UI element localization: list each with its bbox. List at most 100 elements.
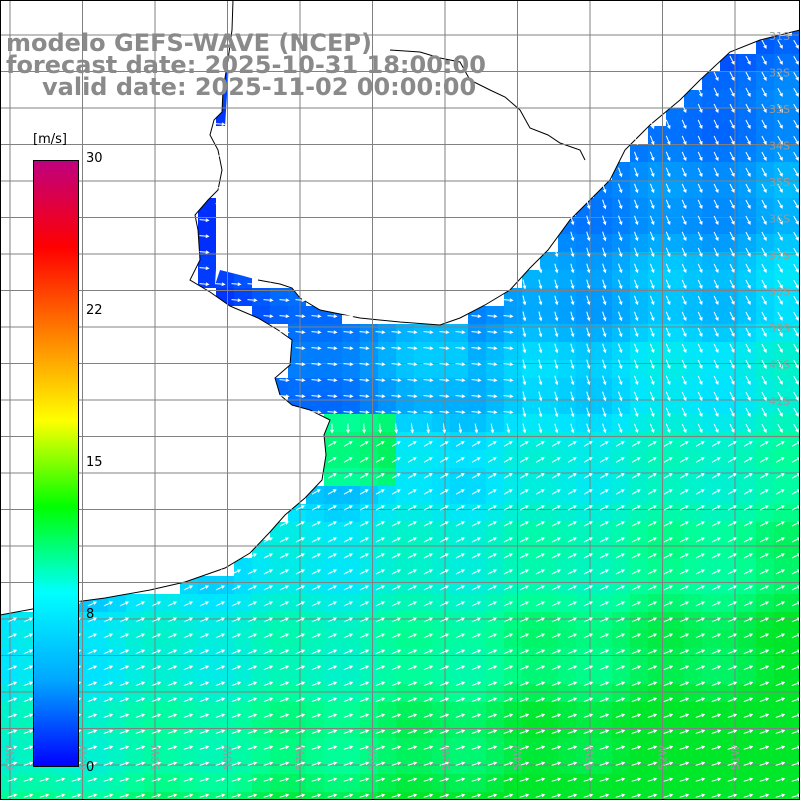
wind-arrow bbox=[711, 569, 722, 575]
lon-label: 53W bbox=[584, 745, 597, 770]
wind-arrow bbox=[729, 167, 735, 177]
wind-arrow bbox=[729, 359, 735, 369]
wind-arrow bbox=[647, 793, 658, 798]
wind-arrow bbox=[538, 311, 543, 322]
wind-arrow bbox=[519, 457, 529, 463]
wind-arrow bbox=[615, 777, 626, 782]
wind-arrow bbox=[135, 729, 146, 734]
wind-arrow bbox=[775, 793, 786, 798]
wind-arrow bbox=[279, 761, 290, 766]
wind-arrow bbox=[503, 521, 513, 527]
wind-arrow bbox=[535, 649, 546, 655]
wind-arrow bbox=[503, 793, 514, 798]
wind-arrow bbox=[551, 729, 562, 734]
wind-arrow bbox=[631, 793, 642, 798]
wind-arrow bbox=[602, 247, 607, 258]
wind-arrow bbox=[343, 362, 354, 367]
wind-arrow bbox=[311, 649, 322, 655]
wind-arrow bbox=[791, 505, 800, 511]
wind-arrow bbox=[713, 311, 719, 322]
wind-arrow bbox=[649, 423, 655, 434]
wind-arrow bbox=[375, 362, 386, 367]
wind-arrow bbox=[343, 761, 354, 766]
colorbar-gradient bbox=[34, 161, 78, 766]
wind-arrow bbox=[327, 394, 338, 399]
wind-arrow bbox=[394, 423, 399, 434]
wind-arrow bbox=[423, 346, 434, 351]
wind-arrow bbox=[215, 633, 226, 639]
wind-arrow bbox=[727, 681, 738, 687]
wind-arrow bbox=[199, 234, 210, 239]
wind-arrow bbox=[295, 793, 306, 798]
wind-arrow bbox=[231, 298, 242, 303]
wind-arrow bbox=[455, 489, 465, 495]
wind-arrow bbox=[215, 697, 226, 703]
wind-arrow bbox=[649, 407, 655, 418]
wind-arrow bbox=[586, 343, 591, 354]
wind-arrow bbox=[777, 327, 783, 337]
wind-arrow bbox=[135, 793, 146, 798]
wind-arrow bbox=[327, 777, 338, 782]
wind-arrow bbox=[503, 649, 514, 655]
wind-arrow bbox=[777, 167, 783, 177]
wind-arrow bbox=[359, 649, 370, 655]
wind-arrow bbox=[167, 745, 178, 750]
wind-arrow bbox=[775, 665, 786, 671]
wind-arrow bbox=[777, 231, 783, 241]
wind-arrow bbox=[554, 279, 559, 290]
wind-arrow bbox=[679, 569, 690, 575]
wind-arrow bbox=[713, 263, 719, 274]
wind-arrow bbox=[183, 761, 194, 766]
wind-arrow bbox=[151, 761, 162, 766]
wind-arrow bbox=[697, 423, 703, 434]
wind-arrow bbox=[599, 537, 609, 543]
wind-arrow bbox=[279, 617, 290, 623]
wind-arrow bbox=[199, 585, 210, 591]
wind-arrow bbox=[679, 441, 689, 447]
wind-arrow bbox=[199, 761, 210, 766]
wind-arrow bbox=[455, 569, 466, 575]
wind-arrow bbox=[727, 713, 738, 718]
wind-arrow bbox=[647, 553, 657, 559]
wind-arrow bbox=[423, 617, 434, 623]
wind-arrow bbox=[647, 441, 657, 447]
wind-arrow bbox=[695, 681, 706, 687]
wind-arrow bbox=[263, 553, 273, 559]
wind-arrow bbox=[729, 423, 735, 433]
wind-arrow bbox=[649, 119, 655, 130]
wind-arrow bbox=[519, 713, 530, 718]
wind-arrow bbox=[279, 665, 290, 671]
wind-arrow bbox=[586, 407, 591, 418]
wind-arrow bbox=[695, 553, 705, 559]
wind-arrow bbox=[599, 521, 609, 527]
wind-arrow bbox=[535, 777, 546, 782]
wind-arrow bbox=[697, 279, 703, 290]
wind-arrow bbox=[775, 505, 785, 511]
wind-arrow bbox=[679, 601, 690, 607]
wind-arrow bbox=[327, 489, 337, 495]
wind-arrow bbox=[727, 473, 737, 479]
wind-arrow bbox=[39, 777, 50, 782]
wind-arrow bbox=[407, 521, 417, 527]
wind-arrow bbox=[23, 777, 34, 782]
wind-arrow bbox=[634, 407, 639, 418]
wind-arrow bbox=[681, 343, 687, 354]
wind-arrow bbox=[263, 569, 274, 575]
wind-arrow bbox=[247, 601, 258, 607]
wind-arrow bbox=[519, 617, 530, 623]
wind-arrow bbox=[311, 585, 322, 591]
forecast-date: forecast date: 2025-10-31 18:00:00 bbox=[6, 51, 486, 79]
wind-arrow bbox=[359, 457, 369, 463]
wind-arrow bbox=[631, 441, 641, 447]
wind-arrow bbox=[455, 457, 465, 463]
wind-arrow bbox=[343, 713, 354, 718]
wind-arrow bbox=[359, 665, 370, 671]
wind-arrow bbox=[554, 295, 559, 306]
wind-arrow bbox=[439, 346, 450, 351]
wind-arrow bbox=[279, 697, 290, 703]
wind-arrow bbox=[775, 537, 785, 543]
wind-arrow bbox=[503, 697, 514, 703]
wind-arrow bbox=[554, 423, 559, 434]
wind-arrow bbox=[759, 441, 769, 447]
wind-arrow bbox=[602, 327, 607, 338]
